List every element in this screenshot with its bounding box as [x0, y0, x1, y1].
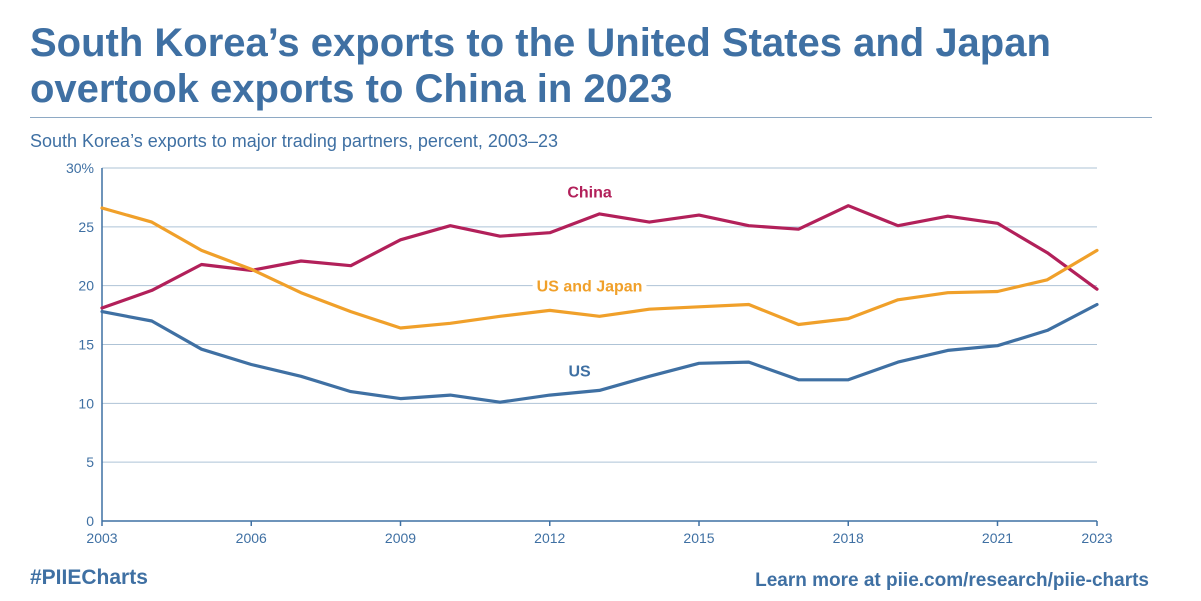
axes: 0 5 10 15 20 25 30% 2003 2006 2009 2012 2015 2018 202…: [66, 160, 1113, 546]
y-tick-label: 15: [78, 337, 94, 353]
x-tick-label: 2021: [982, 530, 1013, 546]
series-line-china: [100, 204, 1099, 310]
series-label-china: China: [567, 185, 612, 202]
x-tick-label: 2018: [833, 530, 864, 546]
series-line-us-and-japan: [100, 206, 1099, 330]
x-tick-label: 2023: [1081, 530, 1112, 546]
x-tick-label: 2009: [385, 530, 416, 546]
y-tick-label: 5: [86, 454, 94, 470]
y-tick-label: 10: [78, 395, 94, 411]
hashtag-link[interactable]: #PIIECharts: [30, 566, 148, 589]
label-background: [532, 277, 647, 297]
y-tick-label: 25: [78, 219, 94, 235]
y-tick-label: 30%: [66, 160, 94, 176]
title-divider: [30, 117, 1152, 118]
series-label-us-and-japan: US and Japan: [537, 279, 643, 296]
learn-more-link[interactable]: Learn more at piie.com/research/piie-cha…: [755, 570, 1149, 591]
series-labels: China US and Japan US: [532, 185, 647, 380]
x-tick-label: 2012: [534, 530, 565, 546]
x-tick-label: 2003: [86, 530, 117, 546]
x-tick-label: 2015: [683, 530, 714, 546]
series-line-us: [100, 302, 1099, 404]
x-tick-label: 2006: [236, 530, 267, 546]
gridlines: [102, 167, 1097, 463]
series-lines: [100, 204, 1099, 404]
chart-title: South Korea’s exports to the United Stat…: [30, 21, 1051, 111]
chart-subtitle: South Korea’s exports to major trading p…: [30, 131, 558, 151]
series-label-us: US: [568, 363, 591, 380]
y-tick-label: 0: [86, 513, 94, 529]
y-tick-label: 20: [78, 278, 94, 294]
